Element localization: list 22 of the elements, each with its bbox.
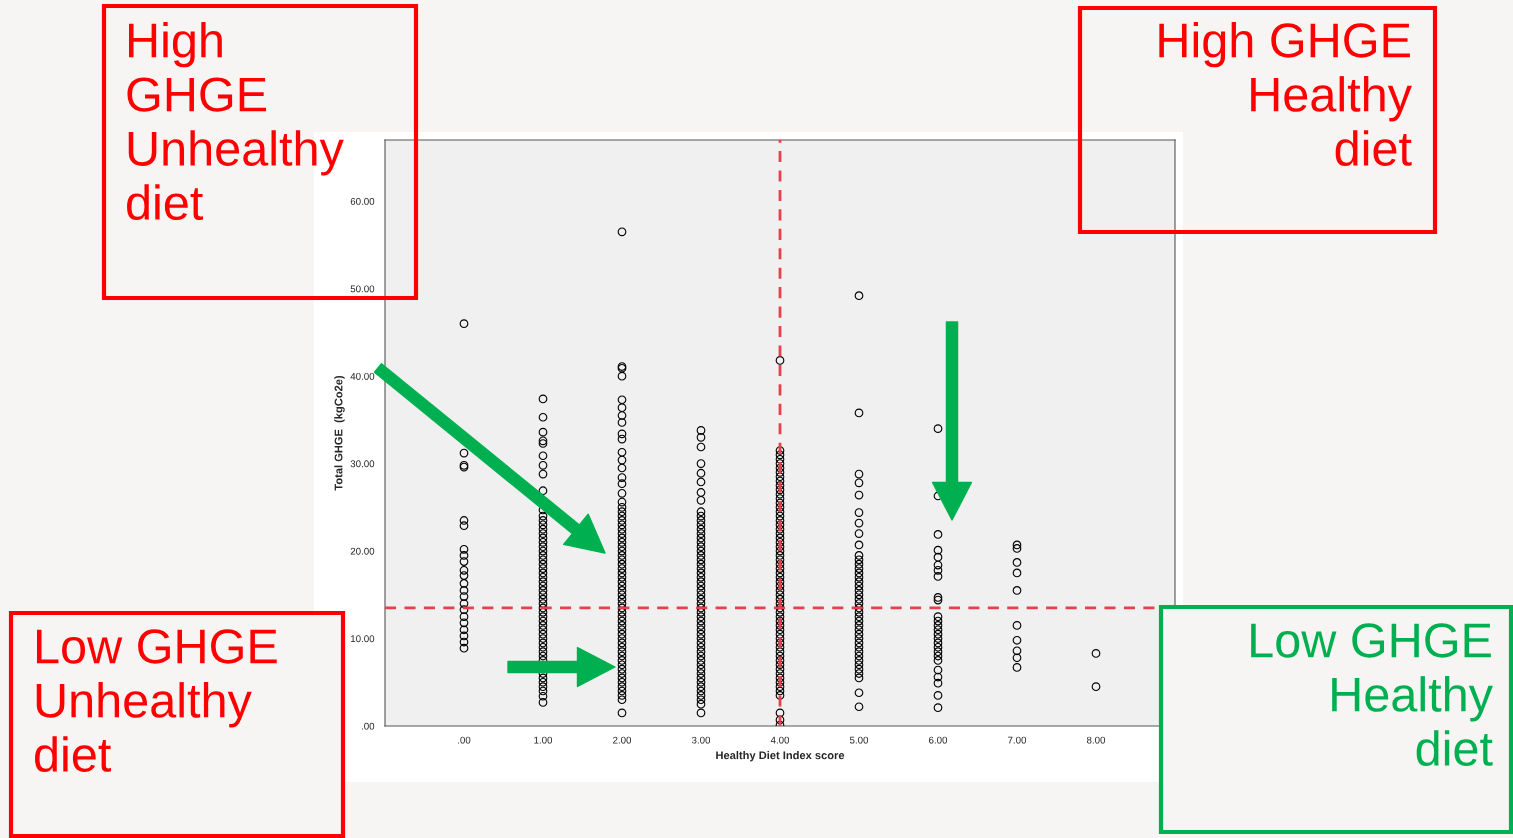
text: Low GHGE Unhealthy diet — [35, 629, 277, 772]
y-axis-title: Total GHGE (kgCo2e) — [334, 375, 345, 491]
x-tick-label: 6.00 — [929, 736, 948, 744]
x-tick-label: 7.00 — [1008, 736, 1027, 744]
x-tick-label: 8.00 — [1086, 736, 1106, 744]
y-tick-label: 60.00 — [350, 197, 375, 205]
x-tick-label: 5.00 — [849, 736, 869, 744]
y-tick-label: .00 — [361, 722, 375, 730]
x-tick-label: .00 — [458, 736, 471, 744]
y-tick-label: 50.00 — [350, 285, 375, 293]
annotation: High GHGE Healthy diet — [1159, 22, 1412, 166]
y-tick-label: 30.00 — [350, 460, 375, 468]
text: High GHGE Unhealthy diet — [127, 22, 344, 221]
text: Low GHGE Healthy diet — [1251, 623, 1493, 766]
x-tick-label: 4.00 — [770, 736, 790, 744]
y-tick-label: 40.00 — [350, 372, 375, 380]
y-tick-label: 20.00 — [350, 547, 375, 555]
x-tick-label: 2.00 — [613, 736, 632, 744]
y-tick-label: 10.00 — [351, 635, 375, 643]
x-tick-label: 1.00 — [534, 736, 553, 744]
x-axis-title: Healthy Diet Index score — [716, 751, 845, 762]
x-tick-label: 3.00 — [691, 736, 711, 744]
